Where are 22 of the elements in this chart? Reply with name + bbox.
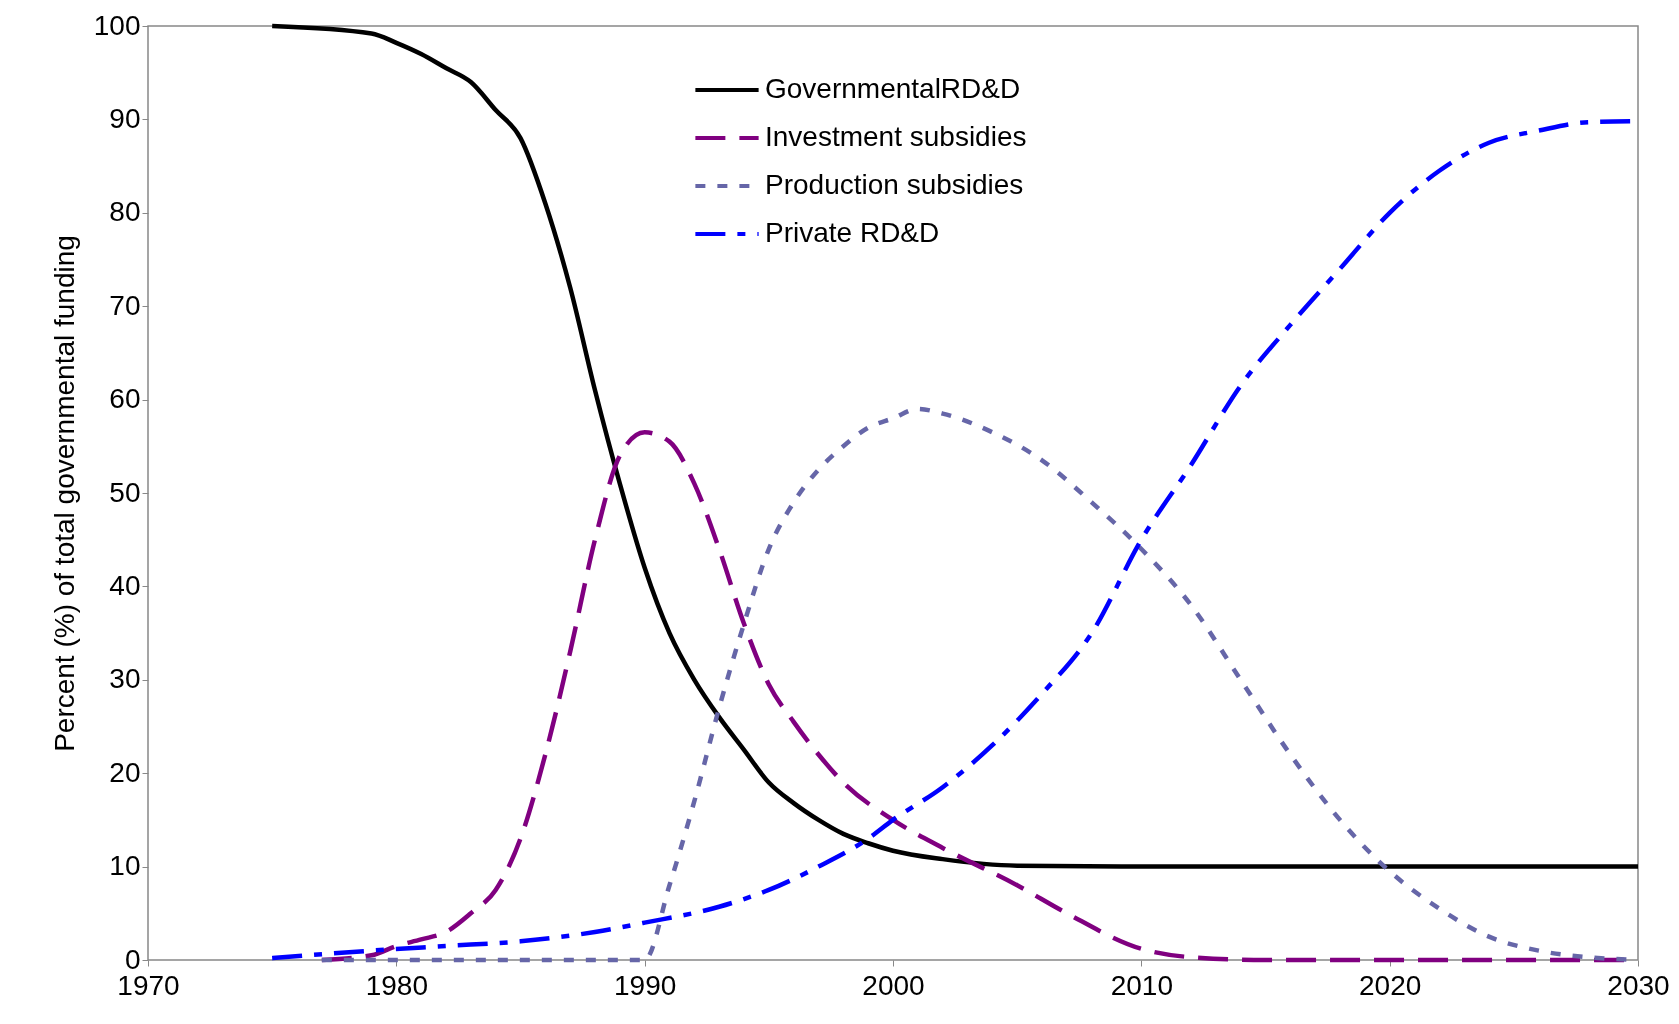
- y-tick-label: 100: [93, 9, 141, 41]
- y-tick-label: 20: [109, 756, 141, 788]
- y-tick-label: 30: [109, 663, 141, 695]
- legend-label: Production subsidies: [765, 169, 1024, 200]
- y-tick-label: 60: [109, 383, 141, 415]
- x-tick-label: 2030: [1607, 969, 1670, 1001]
- y-tick-label: 80: [109, 196, 141, 228]
- legend-label: Investment subsidies: [765, 121, 1027, 152]
- legend-label: GovernmentalRD&D: [765, 73, 1021, 104]
- legend-label: Private RD&D: [765, 217, 940, 248]
- x-tick-label: 2010: [1110, 969, 1173, 1001]
- x-tick-label: 1990: [614, 969, 677, 1001]
- x-tick-label: 2000: [862, 969, 925, 1001]
- y-tick-label: 50: [109, 476, 141, 508]
- x-tick-label: 1980: [365, 969, 428, 1001]
- y-axis-title: Percent (%) of total governmental funding: [48, 235, 80, 752]
- y-tick-label: 40: [109, 569, 141, 601]
- y-tick-label: 90: [109, 102, 141, 134]
- y-tick-label: 10: [109, 850, 141, 882]
- x-tick-label: 2020: [1359, 969, 1422, 1001]
- y-tick-label: 70: [109, 289, 141, 321]
- line-series: [269, 23, 1641, 869]
